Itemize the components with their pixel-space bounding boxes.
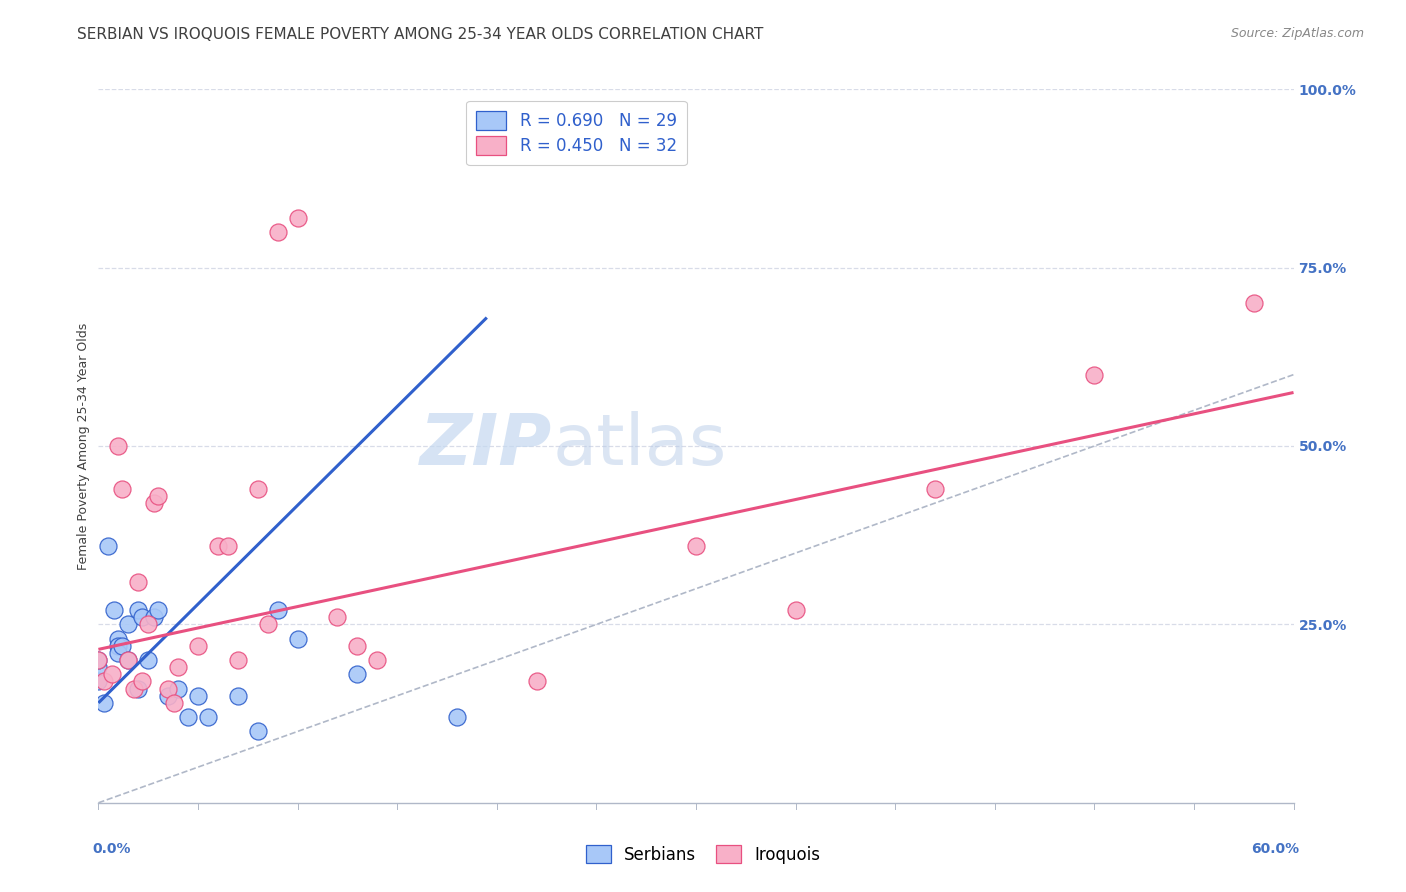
Point [131,610,153,624]
Point [246,724,269,739]
Point [267,225,290,239]
Point [117,617,139,632]
Point [226,653,249,667]
Point [287,632,309,646]
Point [136,617,159,632]
Point [267,603,290,617]
Text: atlas: atlas [553,411,727,481]
Point [346,639,368,653]
Point [167,681,190,696]
Point [87,653,110,667]
Point [924,482,946,496]
Point [107,646,129,660]
Point [127,574,149,589]
Point [1243,296,1265,310]
Point [256,617,278,632]
Point [97,539,120,553]
Point [117,653,139,667]
Point [187,639,209,653]
Text: SERBIAN VS IROQUOIS FEMALE POVERTY AMONG 25-34 YEAR OLDS CORRELATION CHART: SERBIAN VS IROQUOIS FEMALE POVERTY AMONG… [77,27,763,42]
Point [87,653,110,667]
Point [207,539,229,553]
Point [287,211,309,225]
Point [197,710,219,724]
Legend: R = 0.690   N = 29, R = 0.450   N = 32: R = 0.690 N = 29, R = 0.450 N = 32 [467,101,686,165]
Point [124,681,146,696]
Point [326,610,349,624]
Point [246,482,269,496]
Text: 0.0%: 0.0% [93,842,131,856]
Point [127,603,149,617]
Point [785,603,807,617]
Point [136,653,159,667]
Point [157,689,180,703]
Point [107,632,129,646]
Y-axis label: Female Poverty Among 25-34 Year Olds: Female Poverty Among 25-34 Year Olds [77,322,90,570]
Point [366,653,388,667]
Point [111,639,134,653]
Point [187,689,209,703]
Point [148,489,170,503]
Point [131,674,153,689]
Text: 60.0%: 60.0% [1251,842,1299,856]
Point [143,610,166,624]
Point [446,710,468,724]
Point [93,674,115,689]
Legend: Serbians, Iroquois: Serbians, Iroquois [579,838,827,871]
Point [101,667,124,681]
Point [111,482,134,496]
Point [1083,368,1105,382]
Point [526,674,548,689]
Point [87,674,110,689]
Point [127,681,149,696]
Point [167,660,190,674]
Point [93,696,115,710]
Point [103,603,125,617]
Point [217,539,239,553]
Point [148,603,170,617]
Point [157,681,180,696]
Point [226,689,249,703]
Point [87,660,110,674]
Point [117,653,139,667]
Point [143,496,166,510]
Text: Source: ZipAtlas.com: Source: ZipAtlas.com [1230,27,1364,40]
Point [177,710,200,724]
Point [107,639,129,653]
Text: ZIP: ZIP [420,411,553,481]
Point [163,696,186,710]
Point [107,439,129,453]
Point [685,539,707,553]
Point [346,667,368,681]
